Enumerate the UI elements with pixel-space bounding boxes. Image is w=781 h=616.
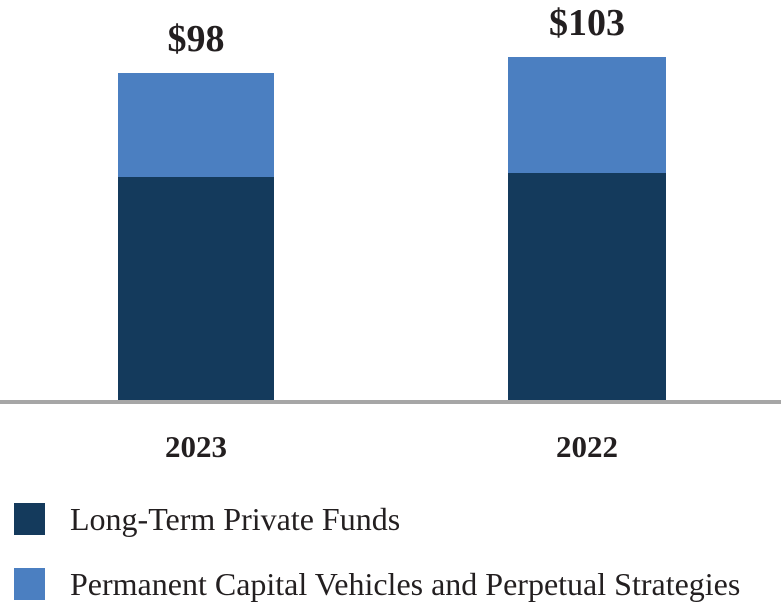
bar-segment-long-term-2022 (508, 173, 666, 400)
bar-group-2022: $103 (508, 4, 666, 400)
legend-swatch-permanent-capital-vehicles (14, 568, 45, 600)
legend-item-long-term-private-funds: Long-Term Private Funds (14, 503, 740, 535)
legend: Long-Term Private Funds Permanent Capita… (14, 503, 740, 600)
legend-item-permanent-capital-vehicles: Permanent Capital Vehicles and Perpetual… (14, 568, 740, 600)
bar-segment-long-term-2023 (118, 176, 274, 400)
x-axis-label-2022: 2022 (556, 429, 618, 464)
x-axis-baseline (0, 400, 781, 404)
legend-label-long-term-private-funds: Long-Term Private Funds (70, 501, 401, 537)
legend-swatch-long-term-private-funds (14, 503, 45, 535)
bar-total-label-2023: $98 (167, 18, 225, 61)
legend-label-permanent-capital-vehicles: Permanent Capital Vehicles and Perpetual… (70, 566, 741, 602)
bar-total-label-2022: $103 (549, 1, 625, 44)
x-axis-label-2023: 2023 (165, 429, 227, 464)
bar-segment-permanent-capital-2022 (508, 56, 666, 174)
bar-group-2023: $98 (118, 20, 274, 400)
bar-segment-permanent-capital-2023 (118, 73, 274, 177)
